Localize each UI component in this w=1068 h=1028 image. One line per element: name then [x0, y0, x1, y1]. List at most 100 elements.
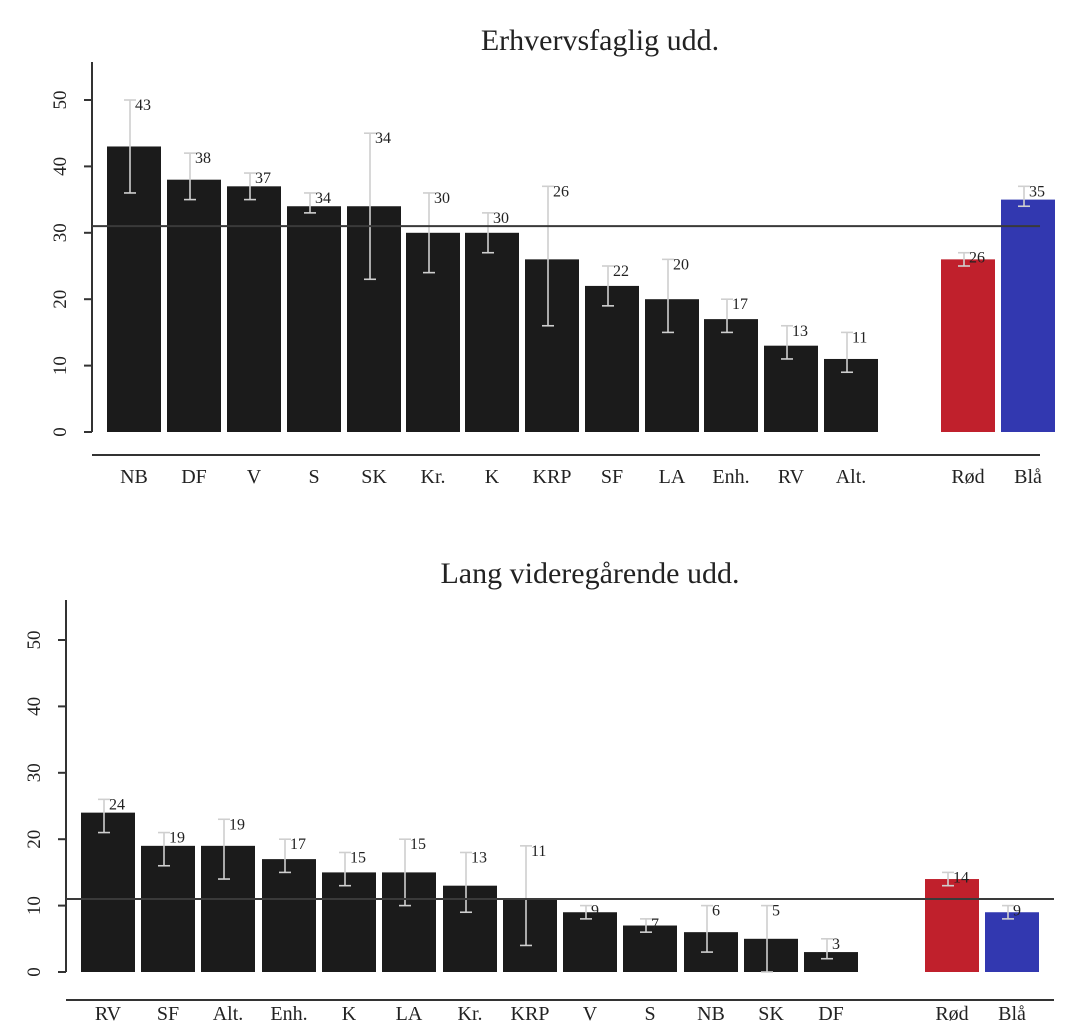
- category-label: Rød: [951, 466, 984, 488]
- value-label: 24: [109, 796, 125, 813]
- bar-Enh.: [262, 859, 316, 972]
- value-label: 30: [493, 210, 509, 227]
- y-tick-label: 50: [50, 91, 71, 110]
- y-tick-label: 30: [24, 763, 45, 782]
- category-label: RV: [95, 1003, 122, 1023]
- value-label: 7: [651, 916, 659, 933]
- bar-DF: [167, 179, 221, 432]
- bar-Kr.: [406, 232, 460, 432]
- bar-LA: [382, 872, 436, 972]
- y-tick-label: 10: [50, 356, 71, 375]
- value-label: 15: [410, 836, 426, 853]
- category-label: Enh.: [712, 466, 749, 488]
- bar-S: [623, 925, 677, 972]
- y-tick-label: 0: [50, 427, 71, 437]
- y-tick-label: 40: [50, 157, 71, 176]
- category-label: SF: [601, 466, 623, 488]
- value-label: 6: [712, 903, 720, 920]
- category-label: LA: [396, 1003, 423, 1023]
- category-label: Alt.: [213, 1003, 244, 1023]
- y-tick-label: 50: [24, 631, 45, 650]
- category-label: SK: [361, 466, 387, 488]
- bar-Alt.: [201, 845, 255, 972]
- value-label: 19: [169, 830, 185, 847]
- chart-2: Lang videregårende udd. 0 10 20 30 40 50 24 RV 19…: [24, 557, 1054, 1025]
- value-label: 17: [290, 836, 306, 853]
- category-label: Rød: [935, 1003, 968, 1023]
- value-label: 9: [591, 903, 599, 920]
- category-label: KRP: [511, 1003, 550, 1023]
- value-label: 22: [613, 263, 629, 280]
- value-label: 26: [553, 183, 569, 200]
- bar-Kr.: [443, 885, 497, 972]
- y-tick-label: 40: [24, 697, 45, 716]
- value-label: 34: [315, 190, 331, 207]
- value-label: 17: [732, 296, 748, 313]
- chart-title: Lang videregårende udd.: [440, 557, 739, 590]
- value-label: 20: [673, 256, 689, 273]
- bar-Enh.: [704, 319, 758, 432]
- y-tick-label: 20: [50, 290, 71, 309]
- y-tick-label: 30: [50, 223, 71, 242]
- category-label: SK: [758, 1003, 784, 1023]
- bar-LA: [645, 299, 699, 432]
- value-label: 26: [969, 250, 985, 267]
- category-label: KRP: [533, 466, 572, 488]
- value-label: 14: [953, 869, 969, 886]
- bar-V: [563, 912, 617, 972]
- value-label: 38: [195, 150, 211, 167]
- value-label: 13: [792, 323, 808, 340]
- value-label: 5: [772, 903, 780, 920]
- bar-KRP: [503, 898, 557, 972]
- category-label: K: [485, 466, 500, 488]
- bar-Rød: [925, 879, 979, 972]
- category-label: NB: [697, 1003, 725, 1023]
- category-label: S: [644, 1003, 655, 1023]
- value-label: 34: [375, 130, 391, 147]
- category-label: Kr.: [421, 466, 446, 488]
- category-label: RV: [778, 466, 805, 488]
- value-label: 15: [350, 849, 366, 866]
- bar-NB: [107, 146, 161, 433]
- category-label: Alt.: [836, 466, 867, 488]
- value-label: 35: [1029, 183, 1045, 200]
- category-label: LA: [659, 466, 686, 488]
- chart-1: Erhvervsfaglig udd. 0 10 20 30 40 50 43 NB 38 DF 37…: [50, 24, 1055, 488]
- y-tick-label: 0: [24, 967, 45, 977]
- chart-title: Erhvervsfaglig udd.: [481, 24, 719, 57]
- bar-K: [322, 872, 376, 972]
- category-label: NB: [120, 466, 148, 488]
- value-label: 19: [229, 816, 245, 833]
- value-label: 30: [434, 190, 450, 207]
- bar-KRP: [525, 259, 579, 432]
- bar-K: [465, 232, 519, 432]
- bar-RV: [764, 345, 818, 432]
- category-label: S: [308, 466, 319, 488]
- bar-V: [227, 186, 281, 432]
- category-label: Kr.: [458, 1003, 483, 1023]
- bar-S: [287, 206, 341, 432]
- bar-SK: [347, 206, 401, 432]
- bar-SF: [585, 285, 639, 432]
- value-label: 37: [255, 170, 271, 187]
- category-label: K: [342, 1003, 357, 1023]
- value-label: 11: [531, 843, 546, 860]
- bar-RV: [81, 812, 135, 972]
- bar-DF: [804, 952, 858, 972]
- bar-Blå: [1001, 199, 1055, 432]
- value-label: 13: [471, 849, 487, 866]
- category-label: DF: [818, 1003, 844, 1023]
- value-label: 3: [832, 936, 840, 953]
- category-label: V: [247, 466, 262, 488]
- y-tick-label: 20: [24, 830, 45, 849]
- bar-Rød: [941, 259, 995, 432]
- category-label: Blå: [1014, 466, 1042, 488]
- category-label: Enh.: [270, 1003, 307, 1023]
- bar-SK: [744, 938, 798, 972]
- y-tick-label: 10: [24, 896, 45, 915]
- value-label: 43: [135, 97, 151, 114]
- category-label: SF: [157, 1003, 179, 1023]
- bar-SF: [141, 845, 195, 972]
